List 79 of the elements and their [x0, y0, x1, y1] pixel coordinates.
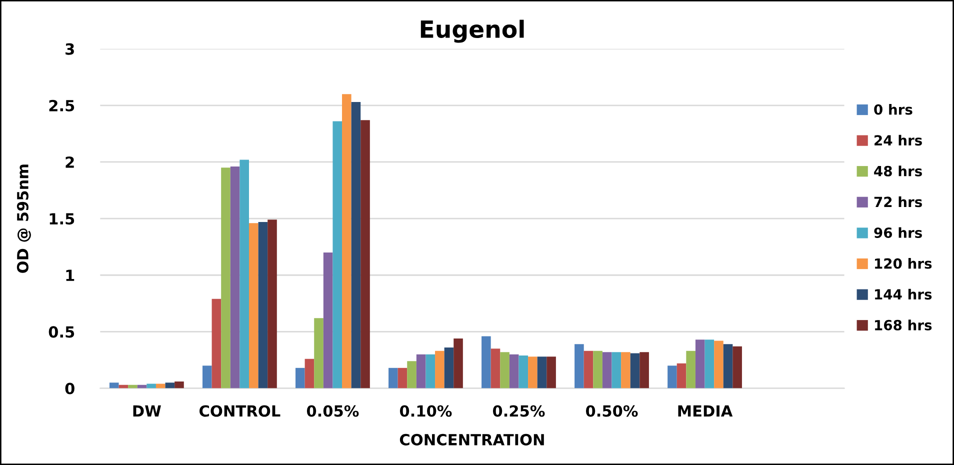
legend-label: 24 hrs: [874, 134, 922, 146]
bar: [398, 368, 408, 388]
bar: [165, 382, 175, 388]
y-tick-label: 0.5: [48, 326, 74, 338]
bar: [221, 168, 230, 388]
bar: [268, 220, 277, 388]
bar: [342, 94, 352, 388]
bar: [640, 352, 649, 388]
x-tick-label: MEDIA: [678, 405, 733, 417]
legend-label: 0 hrs: [874, 104, 912, 115]
bar: [500, 352, 510, 388]
bar: [426, 354, 436, 388]
bar: [212, 298, 222, 388]
bar: [546, 356, 556, 388]
legend-label: 168 hrs: [875, 320, 932, 330]
bar: [174, 381, 184, 388]
bar: [668, 366, 677, 388]
x-tick-label: CONTROL: [200, 405, 280, 417]
legend-label: 48 hrs: [874, 166, 922, 176]
bar: [574, 344, 584, 388]
bar: [332, 121, 342, 388]
x-tick-label: 0.10%: [400, 405, 452, 417]
legend-label: 72 hrs: [874, 196, 922, 208]
chart-title: Eugenol: [420, 20, 524, 43]
bar: [360, 120, 370, 388]
bar: [230, 166, 240, 388]
bar: [248, 223, 258, 388]
bar: [630, 353, 640, 388]
bar: [323, 252, 333, 388]
bar: [621, 352, 630, 388]
bar: [518, 355, 528, 388]
bar: [537, 356, 547, 388]
bar: [407, 361, 416, 388]
bar: [482, 336, 491, 388]
x-tick-label: 0.25%: [492, 405, 545, 417]
bar: [258, 222, 268, 388]
bar: [490, 348, 500, 388]
bar: [454, 338, 463, 388]
bar: [128, 384, 138, 388]
bar: [612, 352, 622, 388]
bar: [202, 366, 212, 388]
bar: [304, 358, 314, 388]
bar: [156, 384, 166, 388]
y-tick-label: 1.5: [50, 213, 74, 225]
bar: [714, 340, 724, 388]
y-tick-label: 0: [65, 382, 74, 394]
legend-label: 144 hrs: [875, 288, 932, 300]
bar: [732, 346, 742, 388]
y-tick-label: 3: [66, 43, 74, 55]
bar: [240, 160, 249, 388]
y-tick-label: 1: [66, 270, 74, 281]
x-tick-label: 0.50%: [586, 405, 638, 417]
y-axis-title: OD @ 595nm: [16, 164, 31, 273]
legend-label: 96 hrs: [874, 227, 922, 238]
bar: [584, 350, 594, 388]
y-tick-label: 2.5: [49, 100, 74, 112]
bar: [695, 340, 705, 388]
bar: [723, 344, 733, 388]
bar: [444, 348, 454, 388]
bar: [351, 102, 361, 388]
x-tick-label: DW: [133, 405, 161, 417]
bar: [296, 368, 305, 388]
bar: [593, 350, 602, 388]
bar: [314, 318, 324, 388]
x-axis-title: CONCENTRATION: [400, 434, 544, 446]
bar: [109, 382, 119, 388]
legend-label: 120 hrs: [875, 258, 932, 269]
bar: [686, 350, 696, 388]
bar: [528, 356, 538, 388]
bar: [509, 354, 519, 388]
bar: [388, 368, 398, 388]
x-tick-label: 0.05%: [306, 405, 359, 417]
bar: [676, 363, 686, 388]
bar: [146, 384, 156, 388]
bar: [416, 354, 426, 388]
y-tick-label: 2: [66, 156, 74, 168]
bar: [704, 340, 714, 388]
bar: [602, 352, 612, 388]
bar: [435, 350, 444, 388]
